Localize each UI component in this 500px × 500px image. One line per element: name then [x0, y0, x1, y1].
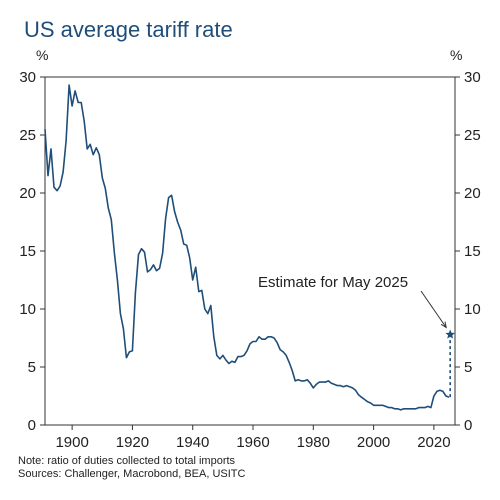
estimate-label: Estimate for May 2025	[258, 274, 408, 291]
x-tick-label: 1940	[176, 434, 209, 451]
x-tick-label: 1980	[297, 434, 330, 451]
tariff-rate-line	[44, 84, 450, 411]
estimate-arrowhead	[440, 321, 447, 329]
sources-text: Sources: Challenger, Macrobond, BEA, USI…	[18, 468, 246, 480]
y-tick-label-right: 25	[464, 127, 481, 144]
y-tick-label-right: 20	[464, 185, 481, 202]
estimate-arrow	[420, 290, 447, 328]
y-tick-label-left: 15	[19, 243, 36, 260]
y-axis-unit-right: %	[450, 47, 463, 63]
y-tick-label-right: 0	[464, 417, 472, 434]
y-tick-label-left: 25	[19, 127, 36, 144]
note-text: Note: ratio of duties collected to total…	[18, 455, 236, 467]
y-tick-label-right: 15	[464, 243, 481, 260]
plot-frame	[44, 76, 456, 426]
y-tick-label-left: 20	[19, 185, 36, 202]
y-tick-label-right: 30	[464, 69, 481, 86]
chart-title: US average tariff rate	[24, 17, 233, 42]
estimate-star-marker	[445, 329, 455, 339]
y-tick-label-left: 10	[19, 301, 36, 318]
y-axis-unit-left: %	[36, 47, 49, 63]
x-tick-label: 1900	[55, 434, 88, 451]
x-tick-label: 1960	[236, 434, 269, 451]
x-tick-label: 2000	[357, 434, 390, 451]
y-tick-label-right: 10	[464, 301, 481, 318]
y-tick-label-left: 0	[28, 417, 36, 434]
y-tick-label-left: 5	[28, 359, 36, 376]
x-tick-label: 1920	[116, 434, 149, 451]
x-tick-label: 2020	[417, 434, 450, 451]
y-tick-label-right: 5	[464, 359, 472, 376]
y-tick-label-left: 30	[19, 69, 36, 86]
